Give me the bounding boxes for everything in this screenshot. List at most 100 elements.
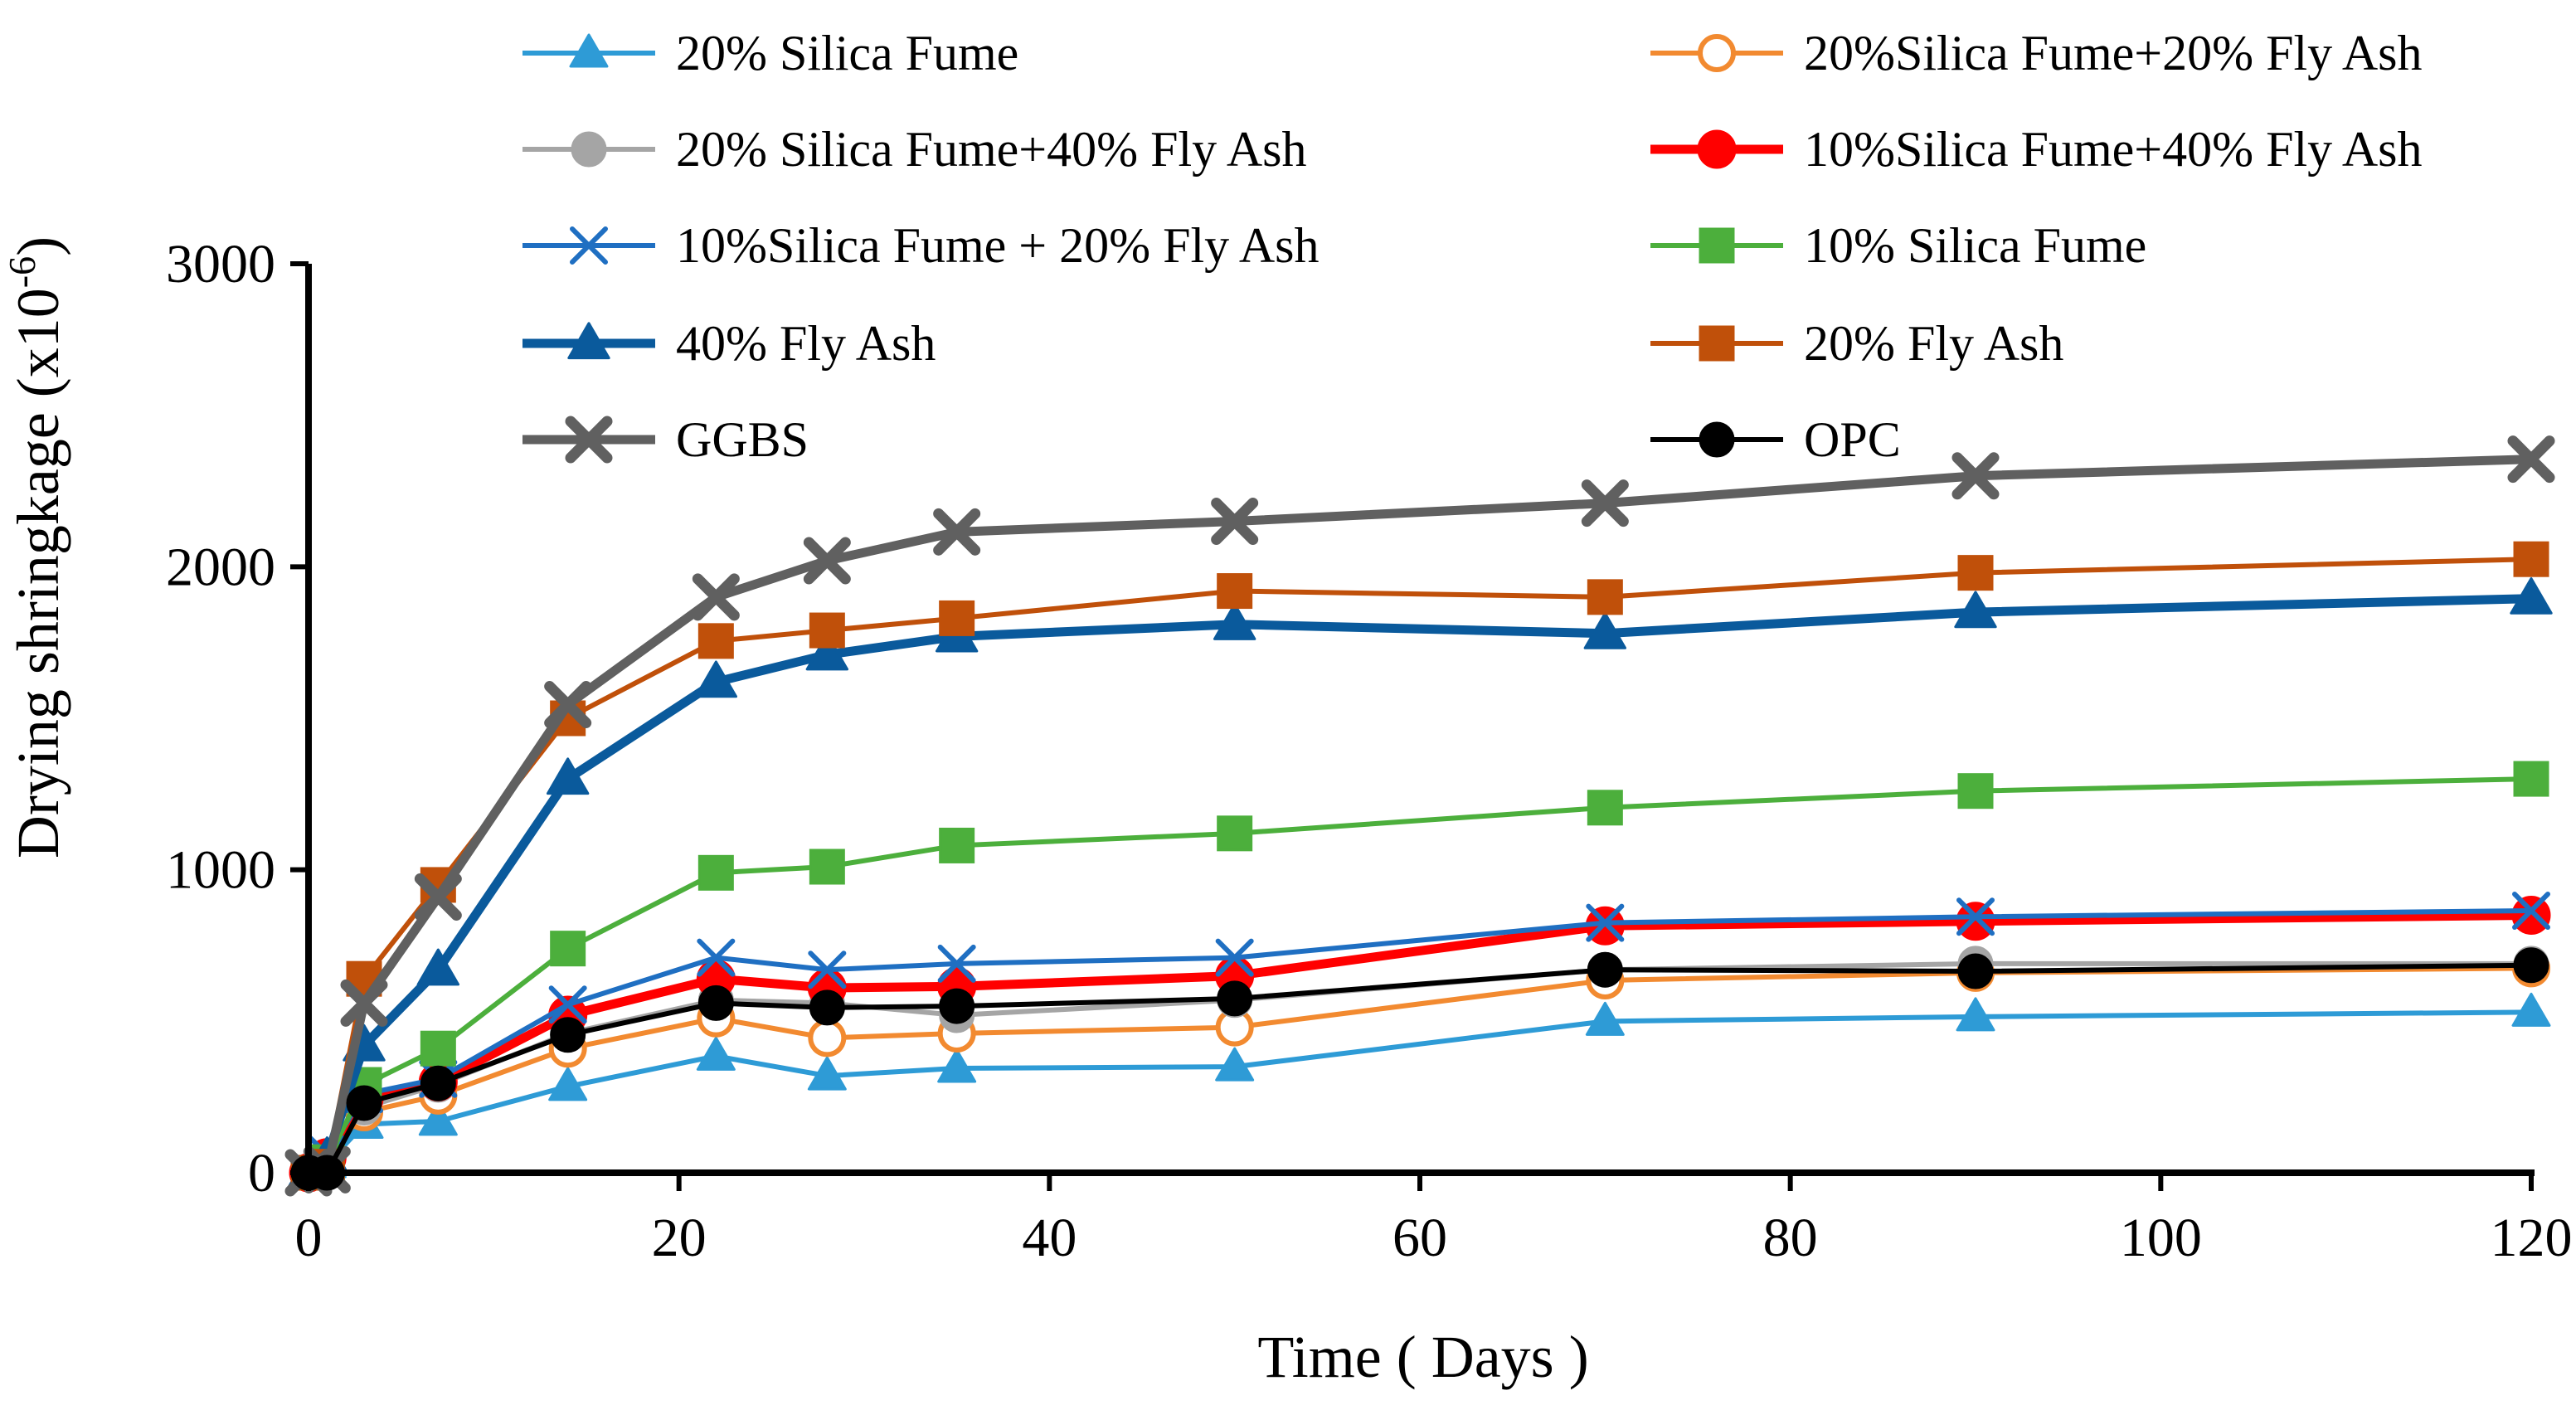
data-point — [1956, 897, 1995, 936]
data-point — [1211, 498, 1259, 546]
data-point — [2512, 891, 2550, 930]
data-point — [1587, 790, 1623, 826]
series-40pct-fly-ash — [287, 576, 2553, 1189]
legend-item-20pct-silica-fume-40pct-fly-ash: 20% Silica Fume+40% Fly Ash — [522, 122, 1307, 177]
data-point — [1957, 555, 1994, 591]
data-point — [418, 1101, 458, 1136]
data-point — [1587, 951, 1623, 988]
legend-item-10pctsilica-fume-40pct-fly-ash: 10%Silica Fume+40% Fly Ash — [1650, 122, 2423, 177]
legend-item-10pct-silica-fume: 10% Silica Fume — [1650, 218, 2146, 273]
data-point — [697, 985, 734, 1021]
y-axis-title-main: Drying shringkage (x10 — [5, 288, 71, 858]
data-point — [809, 989, 845, 1026]
y-tick-label: 0 — [248, 1143, 275, 1203]
legend-label: 10%Silica Fume+40% Fly Ash — [1804, 122, 2423, 177]
data-point — [1957, 773, 1994, 810]
data-point — [937, 944, 976, 983]
tick-marks — [290, 261, 2534, 1191]
legend-label: 20% Fly Ash — [1804, 316, 2063, 371]
legend-item-20pctsilica-fume-20pct-fly-ash: 20%Silica Fume+20% Fly Ash — [1650, 26, 2423, 80]
legend-label: 10% Silica Fume — [1804, 218, 2146, 273]
data-point — [694, 660, 738, 698]
plot-series — [284, 435, 2555, 1197]
data-point — [697, 623, 734, 659]
data-point — [2511, 992, 2551, 1027]
data-point — [1586, 903, 1625, 942]
data-point — [696, 1036, 736, 1071]
data-point — [937, 1048, 977, 1083]
data-point — [2510, 576, 2553, 615]
data-point — [1581, 479, 1629, 528]
data-point — [1217, 815, 1253, 852]
legend-marker — [565, 416, 613, 464]
legend-marker — [1698, 34, 1736, 72]
data-point — [1217, 980, 1253, 1017]
data-point — [2513, 947, 2549, 984]
series-line-20pct-silica-fume — [307, 1009, 2532, 1175]
data-point — [1215, 938, 1254, 977]
legend-item-20pct-fly-ash: 20% Fly Ash — [1650, 316, 2063, 371]
y-axis-title: Drying shringkage (x10-6) — [1, 236, 71, 858]
data-point — [548, 985, 587, 1024]
data-point — [1217, 573, 1253, 610]
legend-item-ggbs: GGBS — [522, 412, 809, 467]
legend-label: 40% Fly Ash — [676, 316, 936, 371]
legend-marker — [1697, 129, 1737, 169]
x-axis-title: Time ( Days ) — [1257, 1324, 1588, 1390]
x-tick-label: 80 — [1763, 1208, 1818, 1268]
data-point — [1215, 1047, 1255, 1082]
data-point — [416, 948, 460, 986]
data-point — [2511, 895, 2551, 935]
data-point — [805, 633, 849, 671]
data-point — [1583, 612, 1627, 649]
series-line-10pct-silica-fume — [307, 776, 2532, 1175]
y-axis-title-close: ) — [5, 236, 71, 256]
y-tick-label: 1000 — [166, 840, 275, 901]
tick-labels: 0 1000 2000 3000 0 20 40 60 80 100 120 — [166, 234, 2573, 1268]
data-point — [697, 854, 734, 891]
data-point — [2507, 435, 2555, 484]
data-point — [414, 873, 462, 921]
data-point — [807, 1056, 847, 1091]
data-point — [933, 508, 981, 556]
data-point — [1951, 452, 2000, 500]
data-point — [803, 537, 851, 585]
legend-label: 20%Silica Fume+20% Fly Ash — [1804, 26, 2423, 80]
legend-marker — [569, 33, 609, 68]
legend-item-opc: OPC — [1650, 412, 1901, 467]
data-point — [346, 1085, 382, 1121]
series-line-40pct-fly-ash — [305, 594, 2532, 1177]
data-point — [1956, 997, 1995, 1032]
legend-label: 10%Silica Fume + 20% Fly Ash — [676, 218, 1320, 273]
legend-marker — [567, 322, 610, 360]
data-point — [697, 938, 736, 977]
legend-marker — [1699, 325, 1735, 362]
y-tick-label: 3000 — [166, 234, 275, 294]
data-point — [939, 827, 975, 863]
data-point — [544, 681, 592, 729]
data-point — [550, 931, 586, 967]
data-point — [939, 988, 975, 1024]
axes: 0 1000 2000 3000 0 20 40 60 80 100 120 — [166, 234, 2573, 1268]
legend-label: GGBS — [676, 412, 809, 467]
series-20pct-fly-ash — [290, 541, 2549, 1191]
data-point — [809, 848, 845, 885]
legend-marker — [1699, 421, 1735, 458]
data-point — [1213, 603, 1256, 640]
series-ggbs — [284, 435, 2555, 1197]
legend-item-20pct-silica-fume: 20% Silica Fume — [522, 26, 1018, 80]
x-tick-label: 100 — [2120, 1208, 2202, 1268]
x-tick-label: 0 — [295, 1208, 323, 1268]
x-tick-label: 120 — [2491, 1208, 2573, 1268]
legend: 20% Silica Fume 20%Silica Fume+20% Fly As… — [522, 26, 2423, 467]
data-point — [939, 600, 975, 636]
data-point — [2513, 761, 2549, 797]
data-point — [1957, 953, 1994, 989]
legend-marker — [570, 226, 608, 265]
data-point — [546, 757, 590, 795]
x-tick-label: 20 — [652, 1208, 707, 1268]
data-point — [1956, 902, 1995, 941]
x-tick-label: 40 — [1022, 1208, 1077, 1268]
y-tick-label: 2000 — [166, 537, 275, 597]
data-point — [1585, 1001, 1625, 1036]
